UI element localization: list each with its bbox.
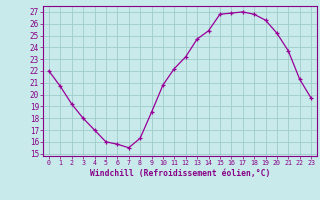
X-axis label: Windchill (Refroidissement éolien,°C): Windchill (Refroidissement éolien,°C): [90, 169, 270, 178]
